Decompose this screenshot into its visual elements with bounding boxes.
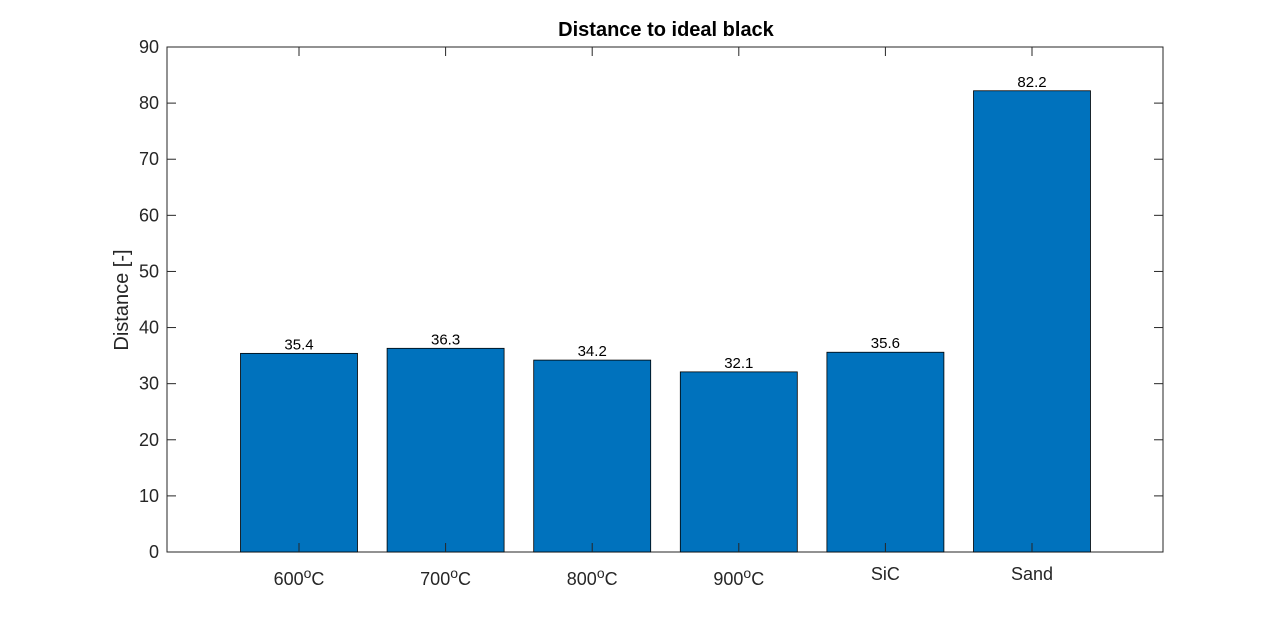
y-tick-label: 80 xyxy=(139,93,159,113)
bar-data-label: 32.1 xyxy=(724,355,753,372)
bar-data-label: 34.2 xyxy=(578,343,607,360)
y-tick-label: 50 xyxy=(139,261,159,281)
chart-title: Distance to ideal black xyxy=(558,19,775,41)
x-tick-label: 600oC xyxy=(274,565,325,589)
y-tick-label: 40 xyxy=(139,318,159,338)
y-tick-label: 30 xyxy=(139,374,159,394)
bars-group xyxy=(240,90,1091,553)
bar xyxy=(973,90,1091,553)
y-tick-label: 60 xyxy=(139,205,159,225)
ticks-group xyxy=(167,46,1163,553)
y-tick-label: 70 xyxy=(139,149,159,169)
bar xyxy=(386,347,505,553)
y-tick-label: 10 xyxy=(139,486,159,506)
labels-group: 0 10 20 30 40 50 60 70 80 90 35.4 600oC 36.3 700oC 34.… xyxy=(139,37,1053,589)
x-tick-label: 900oC xyxy=(713,565,764,589)
bar xyxy=(240,352,358,553)
bar-data-label: 35.6 xyxy=(871,335,900,352)
bar xyxy=(826,351,945,553)
x-tick-label: Sand xyxy=(1011,564,1053,584)
bar-data-label: 36.3 xyxy=(431,331,460,348)
x-tick-label: 700oC xyxy=(420,565,471,589)
y-axis-label: Distance [-] xyxy=(111,249,133,350)
bar xyxy=(533,359,652,553)
x-tick-label: 800oC xyxy=(567,565,618,589)
y-tick-label: 20 xyxy=(139,430,159,450)
bar-data-label: 35.4 xyxy=(284,336,313,353)
y-tick-label: 90 xyxy=(139,37,159,57)
y-tick-label: 0 xyxy=(149,542,159,562)
bar xyxy=(679,371,798,553)
bar-data-label: 82.2 xyxy=(1017,74,1046,91)
x-tick-label: SiC xyxy=(871,564,900,584)
